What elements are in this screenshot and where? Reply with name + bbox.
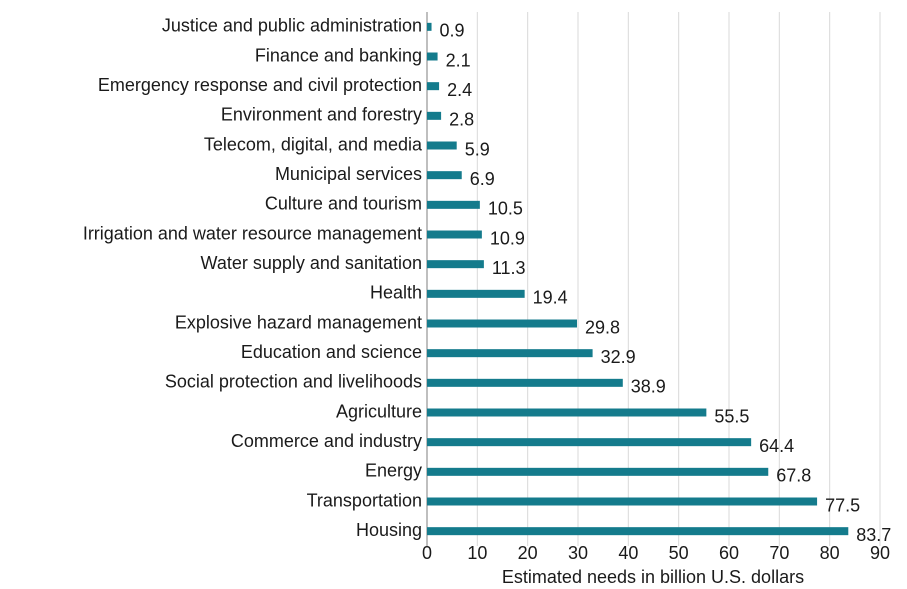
bar	[427, 171, 462, 180]
value-label: 10.5	[488, 199, 523, 219]
bar	[427, 141, 457, 150]
y-tick-label: Municipal services	[275, 164, 422, 184]
value-label: 2.1	[446, 50, 471, 70]
bar	[427, 349, 593, 358]
bar	[427, 378, 623, 387]
bar	[427, 467, 769, 476]
bar	[427, 82, 440, 91]
x-tick-label: 90	[870, 543, 890, 563]
value-label: 2.4	[447, 80, 472, 100]
bar	[427, 200, 480, 209]
value-label: 67.8	[776, 466, 811, 486]
x-tick-label: 50	[669, 543, 689, 563]
x-tick-label: 10	[467, 543, 487, 563]
value-label: 83.7	[856, 525, 891, 545]
x-axis-label: Estimated needs in billion U.S. dollars	[502, 567, 804, 587]
value-label: 19.4	[533, 288, 568, 308]
bar	[427, 289, 525, 298]
value-label: 6.9	[470, 169, 495, 189]
value-label: 10.9	[490, 228, 525, 248]
x-tick-label: 60	[719, 543, 739, 563]
y-tick-label: Commerce and industry	[231, 431, 422, 451]
y-tick-label: Explosive hazard management	[175, 312, 422, 332]
x-tick-label: 0	[422, 543, 432, 563]
bar	[427, 319, 577, 328]
bar	[427, 260, 484, 269]
bar	[427, 527, 849, 536]
y-tick-label: Irrigation and water resource management	[83, 223, 422, 243]
y-tick-label: Energy	[365, 461, 422, 481]
x-tick-label: 80	[820, 543, 840, 563]
bar	[427, 52, 438, 61]
y-tick-label: Education and science	[241, 342, 422, 362]
bar	[427, 230, 482, 239]
value-label: 32.9	[601, 347, 636, 367]
y-tick-label: Environment and forestry	[221, 105, 422, 125]
x-tick-label: 20	[518, 543, 538, 563]
y-tick-label: Justice and public administration	[162, 16, 422, 36]
y-tick-label: Agriculture	[336, 401, 422, 421]
value-label: 38.9	[631, 377, 666, 397]
bar	[427, 408, 707, 417]
y-tick-label: Emergency response and civil protection	[98, 75, 422, 95]
value-label: 0.9	[440, 21, 465, 41]
value-label: 2.8	[449, 110, 474, 130]
value-label: 64.4	[759, 436, 794, 456]
value-label: 5.9	[465, 139, 490, 159]
bar	[427, 497, 818, 506]
x-tick-label: 30	[568, 543, 588, 563]
bar	[427, 438, 752, 447]
y-tick-label: Health	[370, 283, 422, 303]
y-tick-label: Social protection and livelihoods	[165, 372, 422, 392]
y-tick-label: Housing	[356, 520, 422, 540]
bar	[427, 22, 432, 31]
value-label: 29.8	[585, 317, 620, 337]
y-tick-label: Telecom, digital, and media	[204, 134, 423, 154]
y-tick-label: Transportation	[307, 490, 422, 510]
x-tick-label: 70	[769, 543, 789, 563]
bar	[427, 111, 442, 120]
value-label: 55.5	[714, 406, 749, 426]
value-label: 11.3	[492, 258, 526, 278]
value-label: 77.5	[825, 495, 860, 515]
x-tick-label: 40	[618, 543, 638, 563]
y-tick-label: Finance and banking	[255, 45, 422, 65]
y-tick-label: Culture and tourism	[265, 194, 422, 214]
y-tick-label: Water supply and sanitation	[201, 253, 422, 273]
